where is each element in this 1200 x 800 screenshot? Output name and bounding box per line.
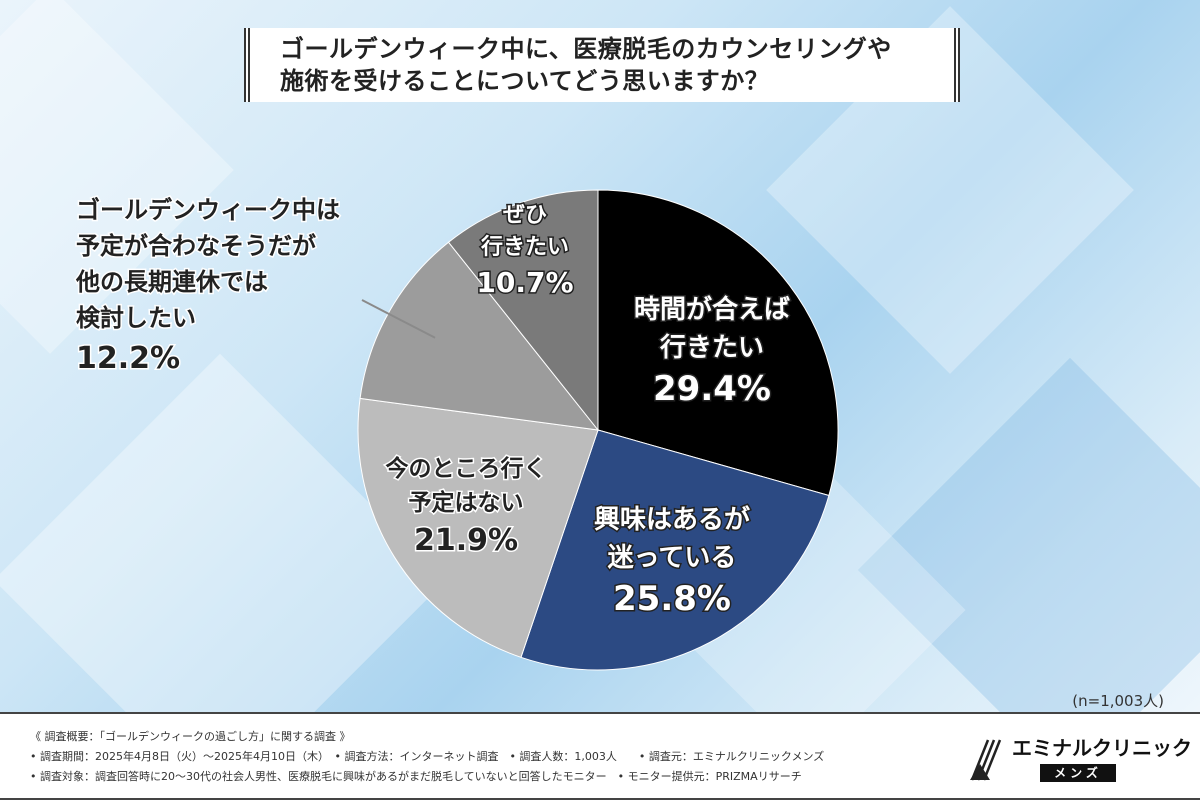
survey-target: • 調査対象：調査回答時に20～30代の社会人男性、医療脱毛に興味があるがまだ脱…: [30, 770, 802, 783]
slice-label: 行きたい: [480, 234, 569, 260]
footer: 《 調査概要：「ゴールデンウィークの過ごし方」に関する調査 》 • 調査期間：2…: [0, 712, 1200, 800]
slice-value-label: 10.7%: [476, 266, 573, 299]
slice-label: 今のところ行く: [386, 455, 547, 482]
slice-label: 時間が合えば: [634, 294, 790, 325]
pie-slice: [447, 189, 599, 432]
survey-title: 《 調査概要：「ゴールデンウィークの過ごし方」に関する調査 》: [30, 730, 351, 743]
chart-area: ゴールデンウィーク中に、医療脱毛のカウンセリングや 施術を受けることについてどう…: [0, 0, 1200, 712]
chart-title: ゴールデンウィーク中に、医療脱毛のカウンセリングや 施術を受けることについてどう…: [244, 28, 960, 102]
slice-value-label: 25.8%: [613, 579, 731, 619]
title-line-2: 施術を受けることについてどう思いますか？: [280, 67, 770, 95]
title-line-1: ゴールデンウィーク中に、医療脱毛のカウンセリングや: [280, 35, 892, 63]
pie-slice: [520, 429, 830, 671]
slice-label: 迷っている: [608, 543, 737, 573]
slice-value-label: 12.2%: [76, 341, 180, 376]
brand-sub: メンズ: [1040, 764, 1116, 782]
slice-value-label: 29.4%: [653, 369, 771, 409]
leader-line: [361, 299, 436, 339]
slice-label: 興味はあるが: [594, 504, 750, 535]
slice-label: 検討したい: [76, 304, 196, 332]
pie-slice: [357, 397, 599, 658]
slice-label: ゴールデンウィーク中は: [76, 196, 340, 224]
pie-chart: 時間が合えば行きたい29.4%興味はあるが迷っている25.8%今のところ行く予定…: [74, 189, 839, 671]
sample-size-note: (n=1,003人): [1072, 692, 1164, 710]
pie-slice: [359, 241, 600, 431]
slice-label: 他の長期連休では: [75, 268, 268, 296]
slice-label: 予定はない: [409, 489, 524, 516]
slice-label: 行きたい: [659, 332, 764, 363]
brand-logo-icon: [970, 739, 1002, 781]
slice-label: 予定が合わなそうだが: [76, 232, 316, 260]
slice-value-label: 21.9%: [414, 523, 518, 558]
slice-label: ぜひ: [503, 203, 547, 228]
pie-slice: [597, 189, 839, 497]
survey-details: • 調査期間：2025年4月8日（火）～2025年4月10日（木） • 調査方法…: [30, 750, 825, 763]
brand-name: エミナルクリニック: [1012, 736, 1192, 760]
